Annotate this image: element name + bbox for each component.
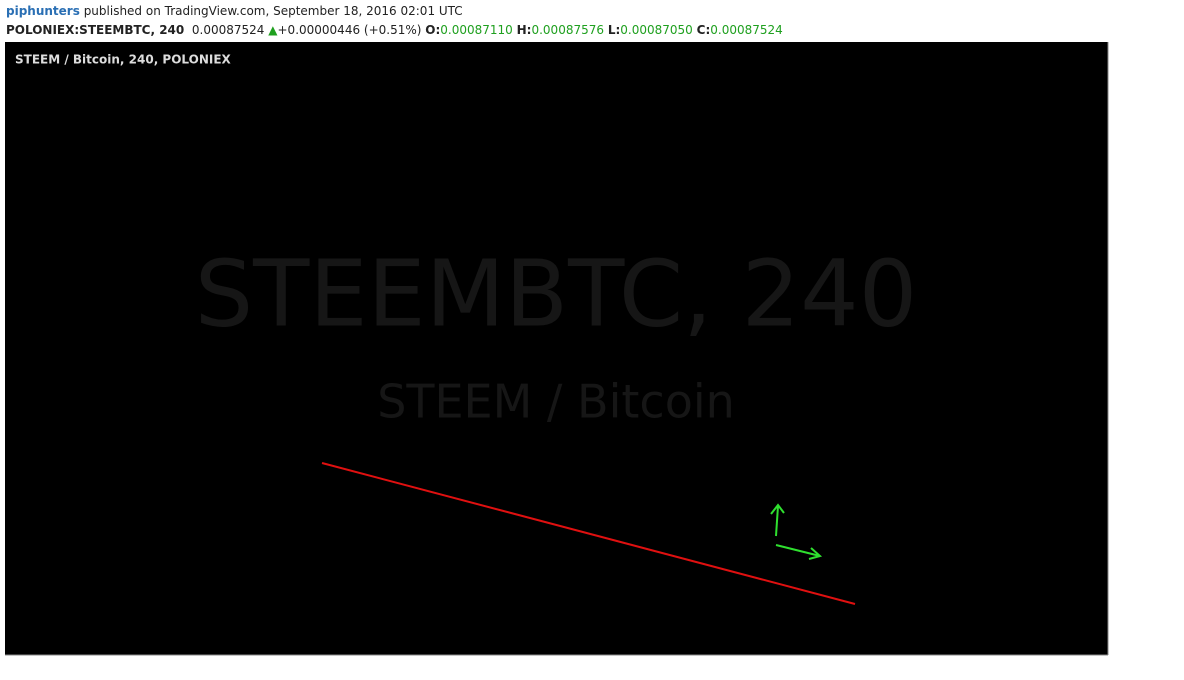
ohlc-value: 0.00087576 — [531, 23, 604, 37]
ohlc-value: 0.00087524 — [710, 23, 783, 37]
ohlc-label: C: — [696, 23, 711, 37]
x-axis-bg — [0, 655, 1184, 680]
author[interactable]: piphunters — [6, 4, 80, 18]
header-line-2: POLONIEX:STEEMBTC, 240 0.00087524 ▲+0.00… — [6, 21, 783, 40]
watermark: STEEMBTC, 240 — [195, 240, 917, 347]
symbol: POLONIEX:STEEMBTC, 240 — [6, 23, 185, 37]
legend-title: STEEM / Bitcoin, 240, POLONIEX — [15, 53, 232, 67]
ohlc: O:0.00087110 H:0.00087576 L:0.00087050 C… — [425, 23, 783, 37]
price: 0.00087524 — [191, 23, 265, 37]
y-axis-bg — [1108, 42, 1184, 655]
header: piphunters published on TradingView.com,… — [6, 2, 783, 40]
ohlc-value: 0.00087050 — [620, 23, 693, 37]
ohlc-label: O: — [425, 23, 441, 37]
trend-line — [321, 462, 856, 605]
plot-bg — [5, 42, 1108, 655]
arrow: ▲ — [268, 23, 278, 37]
ohlc-label: L: — [607, 23, 621, 37]
green-arrows — [770, 503, 823, 560]
header-line-1: piphunters published on TradingView.com,… — [6, 2, 783, 21]
change: +0.00000446 (+0.51%) — [277, 23, 422, 37]
ohlc-label: H: — [516, 23, 532, 37]
ohlc-value: 0.00087110 — [440, 23, 513, 37]
published: published on TradingView.com, September … — [83, 4, 463, 18]
watermark-sub: STEEM / Bitcoin — [377, 375, 735, 429]
